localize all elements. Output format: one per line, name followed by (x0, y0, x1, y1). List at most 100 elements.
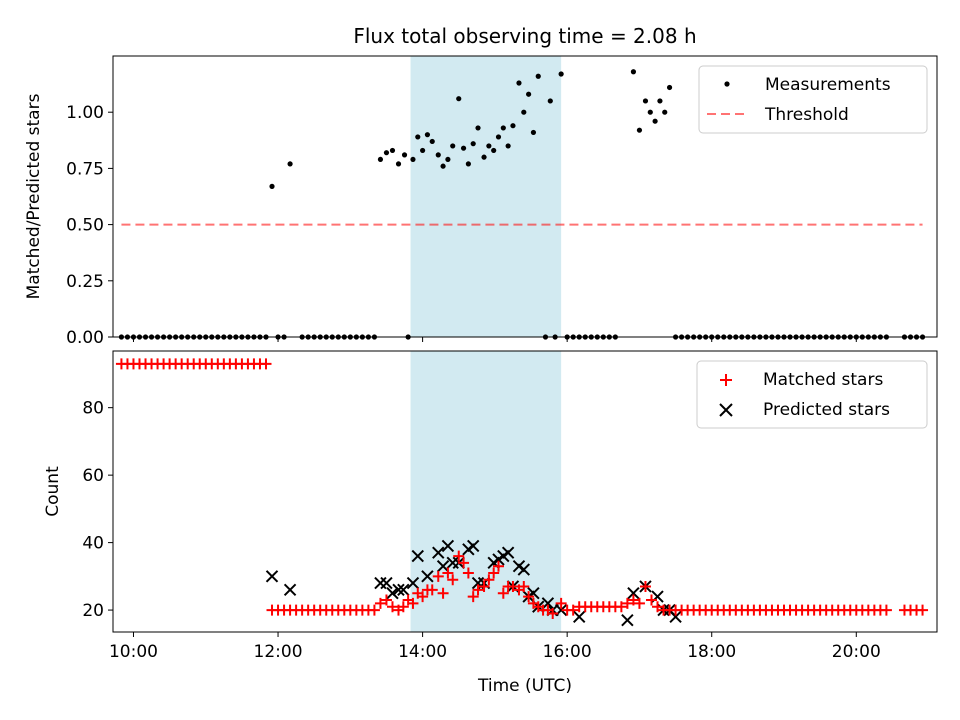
predicted-star-point (374, 576, 387, 590)
measurement-point (530, 129, 537, 136)
measurement-point (395, 161, 402, 167)
top-y-tick-label: 0.75 (66, 159, 104, 179)
matched-star-point (507, 580, 519, 592)
predicted-star-point (441, 539, 455, 553)
bottom-legend: Matched stars Predicted stars (696, 360, 928, 429)
matched-star-point (645, 594, 657, 606)
x-axis-label: Time (UTC) (477, 676, 572, 696)
predicted-star-point (421, 570, 434, 583)
bottom-x-ticks: 10:00 12:00 14:00 16:00 18:00 20:00 (109, 632, 881, 662)
measurement-point (383, 150, 390, 156)
predicted-star-point (265, 570, 279, 583)
top-y-tick-label: 1.00 (66, 103, 104, 123)
threshold-legend-label: Threshold (764, 105, 849, 125)
predicted-star-point (669, 610, 682, 624)
matched-star-point (518, 580, 530, 592)
measurement-point (510, 123, 516, 129)
measurement-point (424, 132, 431, 138)
measurement-point (377, 156, 384, 163)
predicted-star-point (501, 546, 515, 559)
x-tick-label: 14:00 (398, 642, 447, 662)
matched-star-point (447, 574, 459, 586)
bottom-y-tick-label: 40 (82, 534, 104, 554)
matched-star-point (458, 557, 470, 569)
matched-star-point (437, 587, 449, 599)
matched-star-point (462, 567, 474, 579)
matched-star-point (380, 594, 392, 606)
predicted-star-point (573, 610, 586, 624)
top-legend: Measurements Threshold (698, 65, 928, 134)
matched-star-point (472, 584, 484, 596)
matched-star-point (417, 591, 429, 603)
bottom-y-tick-label: 60 (82, 466, 104, 486)
x-tick-label: 16:00 (543, 642, 592, 662)
measurement-point (505, 143, 511, 149)
matched-star-point (467, 591, 479, 603)
measurement-point (495, 134, 502, 140)
measurement-point (269, 183, 275, 189)
predicted-star-point (541, 597, 555, 610)
matched-star-point (453, 550, 465, 562)
measurement-point (420, 147, 426, 154)
observing-window-shade (410, 56, 562, 337)
measurement-point (450, 143, 456, 149)
predicted-star-point (380, 576, 393, 590)
bottom-y-axis-label: Count (43, 466, 63, 517)
measurement-point (410, 156, 416, 163)
matched-star-point (639, 580, 651, 592)
predicted-star-point (283, 583, 297, 597)
bottom-plot-frame (112, 350, 938, 633)
predicted-star-point (397, 583, 410, 597)
measurement-point (647, 109, 653, 115)
predicted-star-point (517, 563, 531, 576)
measurement-point (401, 152, 408, 158)
matched-star-point (483, 574, 495, 586)
matched-star-point (386, 601, 398, 613)
matched-star-point (555, 597, 567, 609)
matched-star-point (478, 580, 490, 592)
measurement-point (657, 98, 663, 104)
matched-star-point (442, 567, 454, 579)
predicted-star-point (621, 613, 634, 627)
matched-star-point (488, 567, 500, 579)
matched-star-point (432, 570, 444, 582)
measurement-point (456, 96, 462, 102)
measurement-point (526, 91, 532, 97)
top-plot-frame (112, 55, 938, 338)
matched-star-point (621, 597, 633, 609)
matched-star-point (368, 604, 380, 616)
measurement-point (500, 125, 506, 131)
measurement-point (429, 138, 435, 145)
bottom-y-tick-label: 20 (82, 601, 104, 621)
top-y-ticks: 0.00 0.25 0.50 0.75 1.00 (66, 103, 113, 348)
matched-star-point (523, 591, 535, 603)
matched-star-point (260, 358, 272, 370)
measurement-point (440, 163, 446, 169)
bottom-y-tick-label: 80 (82, 399, 104, 419)
measurement-point (535, 73, 541, 79)
top-y-tick-label: 0.50 (66, 216, 104, 236)
measurements-legend-marker (724, 81, 730, 87)
matched-star-point (497, 587, 509, 599)
matched-star-point (374, 597, 386, 609)
measurement-point (475, 125, 481, 131)
bottom-legend-box (696, 360, 928, 429)
measurement-point (460, 145, 467, 151)
measurement-point (491, 147, 497, 154)
matched-legend-label: Matched stars (763, 370, 883, 390)
measurement-point (415, 134, 421, 140)
measurement-point (481, 154, 487, 160)
matched-star-point (633, 597, 645, 609)
top-y-tick-label: 0.00 (66, 328, 104, 348)
matched-legend-marker (720, 374, 732, 386)
measurement-point (287, 161, 293, 167)
matched-star-point (627, 594, 639, 606)
measurement-point (435, 152, 441, 158)
matched-star-point (426, 584, 438, 596)
top-y-axis-label: Matched/Predicted stars (24, 93, 44, 299)
matched-stars-series (115, 358, 929, 619)
predicted-star-point (406, 576, 420, 590)
measurement-point (516, 80, 522, 86)
top-x-ticks (132, 337, 857, 342)
